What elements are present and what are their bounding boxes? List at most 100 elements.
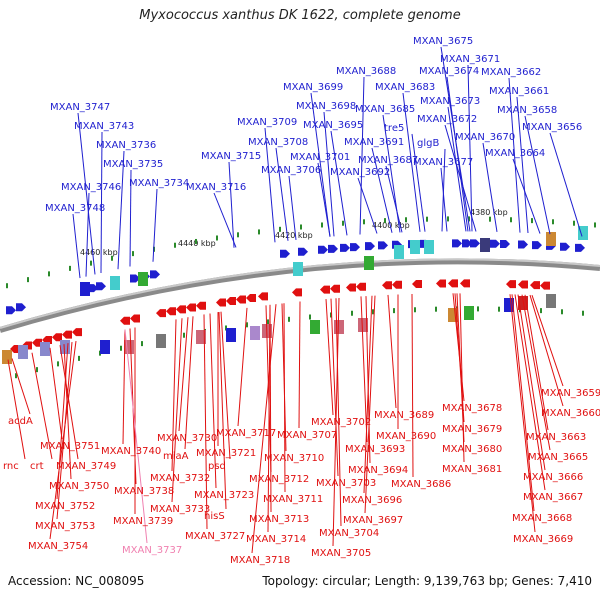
highlight-gene-label[interactable]: MXAN_3737 (122, 545, 182, 556)
reverse-gene-arrow[interactable] (216, 298, 226, 307)
reverse-gene-arrow[interactable] (246, 294, 256, 303)
reverse-gene-label[interactable]: psd (208, 461, 226, 472)
reverse-gene-label[interactable]: MXAN_3693 (345, 444, 405, 455)
reverse-gene-label[interactable]: MXAN_3739 (113, 516, 173, 527)
forward-gene-label[interactable]: MXAN_3687 (358, 155, 418, 166)
reverse-gene-arrow[interactable] (72, 328, 82, 337)
reverse-gene-label[interactable]: crt (30, 461, 44, 472)
forward-gene-arrow[interactable] (490, 239, 500, 248)
forward-gene-arrow[interactable] (88, 284, 98, 293)
reverse-gene-label[interactable]: MXAN_3702 (311, 417, 371, 428)
forward-gene-arrow[interactable] (462, 239, 472, 248)
forward-gene-arrow[interactable] (470, 239, 480, 248)
reverse-gene-label[interactable]: MXAN_3667 (523, 492, 583, 503)
reverse-gene-arrow[interactable] (292, 288, 302, 297)
forward-gene-label[interactable]: MXAN_3699 (283, 82, 343, 93)
forward-gene-arrow[interactable] (340, 243, 350, 252)
forward-gene-arrow[interactable] (518, 240, 528, 249)
forward-gene-label[interactable]: MXAN_3715 (201, 151, 261, 162)
forward-gene-arrow[interactable] (16, 303, 26, 312)
forward-gene-arrow[interactable] (500, 239, 510, 248)
forward-gene-label[interactable]: MXAN_3736 (96, 140, 156, 151)
reverse-gene-label[interactable]: MXAN_3663 (526, 432, 586, 443)
reverse-gene-label[interactable]: MXAN_3686 (391, 479, 451, 490)
reverse-gene-label[interactable]: acdA (8, 416, 33, 427)
forward-gene-arrow[interactable] (150, 270, 160, 279)
forward-gene-label[interactable]: MXAN_3658 (497, 105, 557, 116)
forward-gene-label[interactable]: MXAN_3664 (485, 148, 545, 159)
reverse-gene-label[interactable]: MXAN_3749 (56, 461, 116, 472)
forward-gene-label[interactable]: MXAN_3695 (303, 120, 363, 131)
reverse-gene-arrow[interactable] (258, 292, 268, 301)
forward-gene-label[interactable]: MXAN_3688 (336, 66, 396, 77)
reverse-gene-arrow[interactable] (52, 333, 62, 342)
reverse-gene-label[interactable]: MXAN_3752 (35, 501, 95, 512)
reverse-gene-label[interactable]: MXAN_3669 (513, 534, 573, 545)
reverse-gene-arrow[interactable] (320, 285, 330, 294)
forward-gene-label[interactable]: MXAN_3706 (261, 165, 321, 176)
reverse-gene-arrow[interactable] (506, 280, 516, 289)
forward-gene-arrow[interactable] (6, 306, 16, 315)
reverse-gene-label[interactable]: MXAN_3740 (101, 446, 161, 457)
forward-gene-label[interactable]: MXAN_3748 (45, 203, 105, 214)
forward-gene-label[interactable]: MXAN_3673 (420, 96, 480, 107)
reverse-gene-arrow[interactable] (10, 345, 20, 354)
reverse-gene-arrow[interactable] (330, 284, 340, 293)
reverse-gene-arrow[interactable] (62, 330, 72, 339)
forward-gene-label[interactable]: MXAN_3683 (375, 82, 435, 93)
reverse-gene-label[interactable]: MXAN_3712 (249, 474, 309, 485)
reverse-gene-label[interactable]: MXAN_3659 (541, 388, 600, 399)
reverse-gene-arrow[interactable] (176, 305, 186, 314)
forward-gene-label[interactable]: MXAN_3671 (440, 54, 500, 65)
forward-gene-arrow[interactable] (365, 242, 375, 251)
reverse-gene-arrow[interactable] (156, 309, 166, 318)
reverse-gene-label[interactable]: hisS (204, 511, 225, 522)
reverse-gene-label[interactable]: MXAN_3727 (185, 531, 245, 542)
reverse-gene-arrow[interactable] (42, 335, 52, 344)
reverse-gene-arrow[interactable] (166, 307, 176, 316)
reverse-gene-arrow[interactable] (346, 283, 356, 292)
reverse-gene-arrow[interactable] (226, 296, 236, 305)
forward-gene-label[interactable]: MXAN_3691 (344, 137, 404, 148)
reverse-gene-arrow[interactable] (412, 280, 422, 289)
reverse-gene-arrow[interactable] (530, 281, 540, 290)
forward-gene-arrow[interactable] (280, 249, 290, 258)
forward-gene-arrow[interactable] (378, 241, 388, 250)
reverse-gene-label[interactable]: MXAN_3753 (35, 521, 95, 532)
reverse-gene-arrow[interactable] (392, 280, 402, 289)
forward-gene-arrow[interactable] (96, 282, 106, 291)
forward-gene-arrow[interactable] (328, 244, 338, 253)
forward-gene-label[interactable]: MXAN_3701 (290, 152, 350, 163)
reverse-gene-label[interactable]: MXAN_3707 (277, 430, 337, 441)
reverse-gene-label[interactable]: MXAN_3668 (512, 513, 572, 524)
reverse-gene-arrow[interactable] (540, 281, 550, 290)
reverse-gene-label[interactable]: MXAN_3697 (343, 515, 403, 526)
reverse-gene-arrow[interactable] (186, 303, 196, 312)
forward-gene-label[interactable]: MXAN_3746 (61, 182, 121, 193)
reverse-gene-label[interactable]: MXAN_3696 (342, 495, 402, 506)
reverse-gene-arrow[interactable] (460, 279, 470, 288)
reverse-gene-label[interactable]: miaA (163, 451, 189, 462)
forward-gene-arrow[interactable] (318, 245, 328, 254)
reverse-gene-label[interactable]: MXAN_3750 (49, 481, 109, 492)
forward-gene-label[interactable]: MXAN_3735 (103, 159, 163, 170)
forward-gene-label[interactable]: MXAN_3675 (413, 36, 473, 47)
reverse-gene-label[interactable]: MXAN_3730 (157, 433, 217, 444)
forward-gene-label[interactable]: MXAN_3662 (481, 67, 541, 78)
reverse-gene-label[interactable]: MXAN_3679 (442, 424, 502, 435)
forward-gene-label[interactable]: MXAN_3685 (355, 104, 415, 115)
forward-gene-label[interactable]: MXAN_3656 (522, 122, 582, 133)
reverse-gene-label[interactable]: MXAN_3733 (150, 504, 210, 515)
forward-gene-arrow[interactable] (130, 274, 140, 283)
forward-gene-label[interactable]: MXAN_3672 (417, 114, 477, 125)
forward-gene-label[interactable]: MXAN_3692 (330, 167, 390, 178)
forward-gene-label[interactable]: MXAN_3743 (74, 121, 134, 132)
reverse-gene-label[interactable]: MXAN_3680 (442, 444, 502, 455)
forward-gene-label[interactable]: MXAN_3747 (50, 102, 110, 113)
forward-gene-label[interactable]: tre5 (384, 123, 404, 134)
reverse-gene-label[interactable]: MXAN_3666 (523, 472, 583, 483)
forward-gene-label[interactable]: MXAN_3674 (419, 66, 479, 77)
reverse-gene-label[interactable]: rnc (3, 461, 19, 472)
forward-gene-arrow[interactable] (452, 239, 462, 248)
forward-gene-label[interactable]: MXAN_3677 (413, 157, 473, 168)
